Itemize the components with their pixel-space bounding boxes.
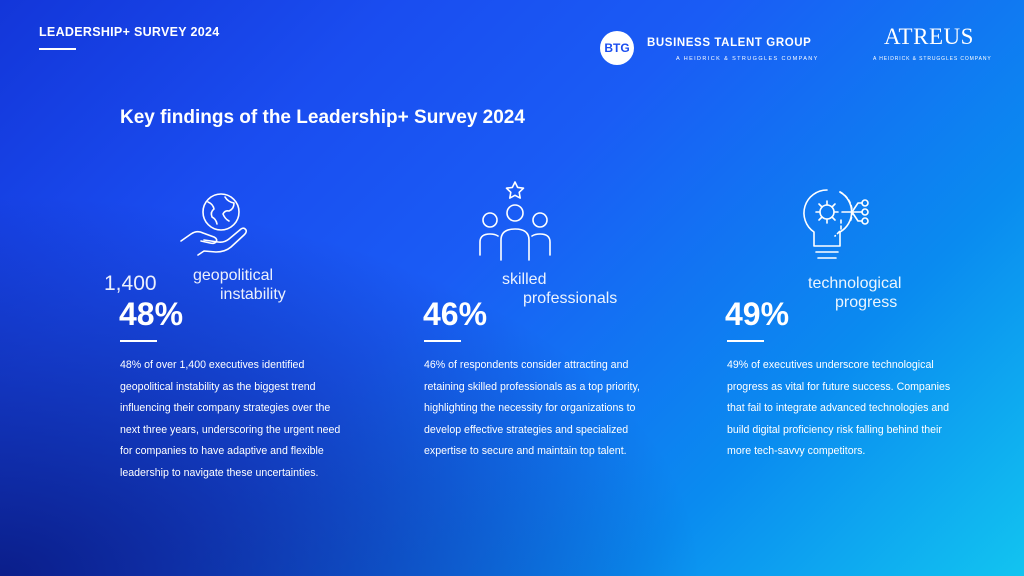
- finding-1-stat: 48%: [119, 296, 184, 332]
- title-underline: [39, 48, 76, 50]
- btg-logo-badge: BTG: [600, 31, 634, 65]
- finding-3-description: 49% of executives underscore technologic…: [727, 359, 951, 458]
- finding-3-label-line2: progress: [835, 294, 898, 311]
- finding-1-label-line1: geopolitical: [193, 267, 274, 284]
- finding-3-rule: [727, 340, 764, 342]
- finding-2-stat: 46%: [423, 296, 488, 332]
- finding-1-description: 48% of over 1,400 executives identified …: [120, 359, 341, 479]
- btg-logo-name: BUSINESS TALENT GROUP: [647, 37, 812, 49]
- btg-logo-tagline: A HEIDRICK & STRUGGLES COMPANY: [676, 56, 819, 62]
- hand-globe-icon: [180, 193, 248, 256]
- finding-3-label-line1: technological: [808, 275, 902, 292]
- finding-3-stat: 49%: [725, 296, 790, 332]
- executives-count-label: 1,400: [104, 272, 157, 295]
- atreus-logo-name: ATREUS: [884, 24, 974, 49]
- finding-2-rule: [424, 340, 461, 342]
- finding-1-rule: [120, 340, 157, 342]
- page-heading: Key findings of the Leadership+ Survey 2…: [120, 107, 525, 128]
- survey-title: LEADERSHIP+ SURVEY 2024: [39, 25, 220, 39]
- finding-2-description: 46% of respondents consider attracting a…: [424, 359, 640, 458]
- lightbulb-circuit-icon: [803, 189, 869, 259]
- atreus-logo-tagline: A HEIDRICK & STRUGGLES COMPANY: [873, 56, 992, 62]
- finding-1-label-line2: instability: [220, 286, 286, 303]
- finding-2-label-line1: skilled: [502, 271, 547, 288]
- team-star-icon: [479, 181, 551, 261]
- finding-2-label-line2: professionals: [523, 290, 618, 307]
